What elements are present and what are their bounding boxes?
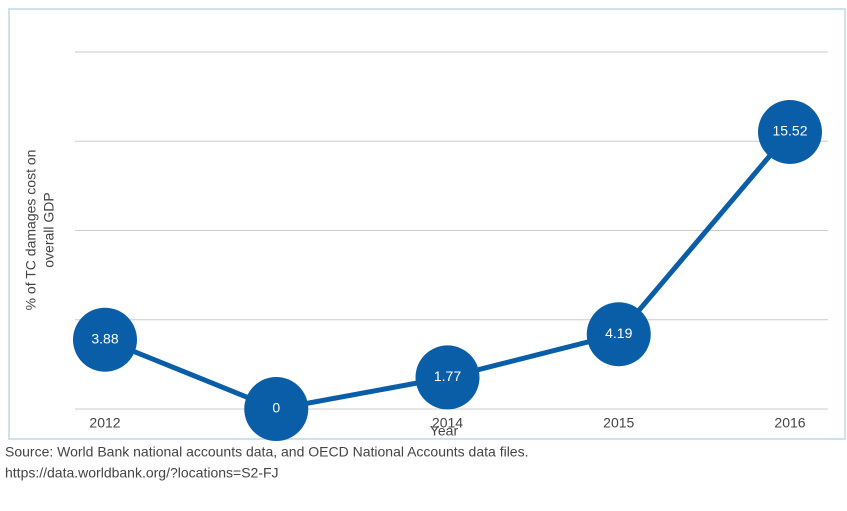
y-axis-label: % of TC damages cost on <box>23 150 39 311</box>
data-point <box>415 345 480 410</box>
x-axis-label: Year <box>430 423 459 439</box>
data-point <box>758 99 822 164</box>
data-label: 0 <box>272 400 280 416</box>
x-tick-label: 2012 <box>89 415 120 431</box>
source-note: https://data.worldbank.org/?locations=S2… <box>5 465 279 481</box>
data-point <box>73 307 137 372</box>
data-label: 1.77 <box>434 368 461 384</box>
data-label: 15.52 <box>772 123 807 139</box>
data-label: 3.88 <box>91 330 118 346</box>
x-tick-label: 2016 <box>774 415 805 431</box>
x-tick-label: 2015 <box>603 415 634 431</box>
source-note: Source: World Bank national accounts dat… <box>5 444 528 460</box>
x-tick-label: 2014 <box>432 415 463 431</box>
chart-frame <box>8 8 846 440</box>
data-point <box>586 302 651 367</box>
data-point <box>244 377 309 441</box>
y-axis-label: overall GDP <box>41 192 57 267</box>
data-label: 4.19 <box>605 325 632 341</box>
